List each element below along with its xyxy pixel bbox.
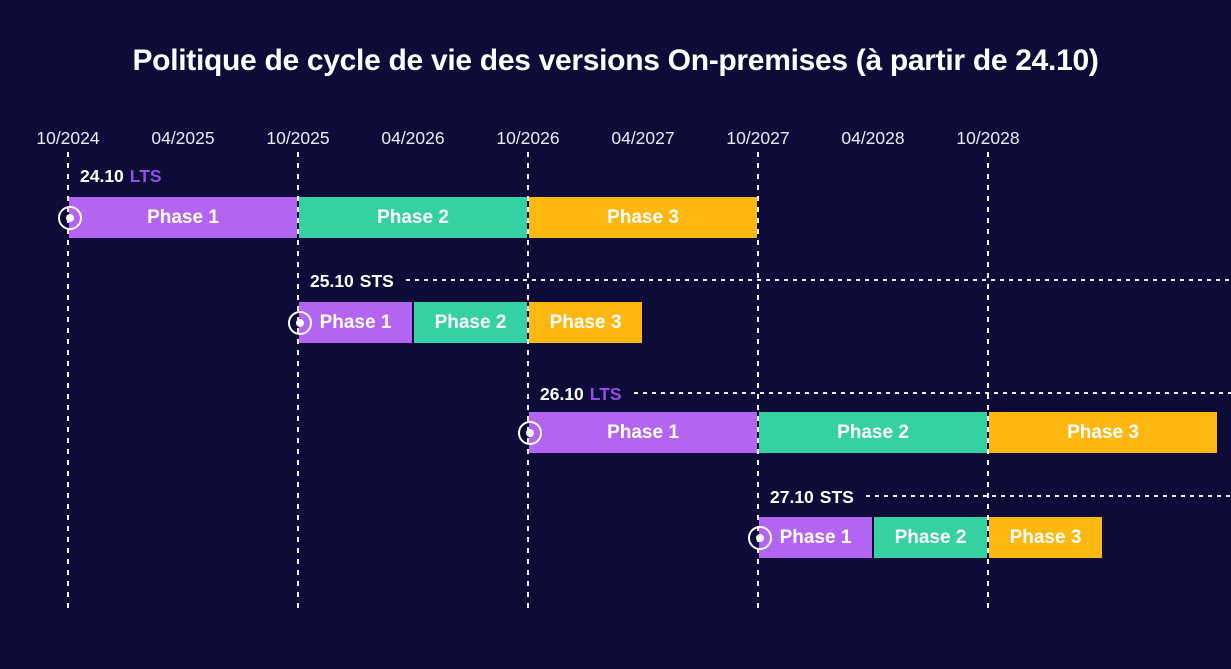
channel-badge: LTS xyxy=(589,384,622,404)
marker-center-dot xyxy=(66,213,74,222)
release-row-label: 27.10 STS xyxy=(770,487,854,508)
phase-bar-phase-1: Phase 1 xyxy=(299,302,412,343)
axis-tick-label: 04/2026 xyxy=(381,128,445,148)
release-row-label: 25.10 STS xyxy=(310,271,394,292)
marker-center-dot xyxy=(296,318,304,327)
phase-label: Phase 2 xyxy=(377,206,449,228)
release-start-marker xyxy=(748,525,772,550)
phase-label: Phase 3 xyxy=(549,311,622,333)
vertical-gridline xyxy=(67,152,69,612)
phase-label: Phase 3 xyxy=(1067,421,1139,443)
phase-label: Phase 3 xyxy=(1009,526,1082,548)
release-row-label: 24.10 LTS xyxy=(80,166,162,187)
channel-badge: STS xyxy=(359,271,394,291)
row-continuation-dashed-line xyxy=(866,495,1231,497)
phase-label: Phase 1 xyxy=(607,421,679,443)
channel-badge: LTS xyxy=(129,166,162,186)
phase-label: Phase 2 xyxy=(894,526,967,548)
phase-bar-phase-3: Phase 3 xyxy=(989,412,1217,453)
axis-tick-label: 10/2025 xyxy=(266,128,330,148)
version-number: 24.10 xyxy=(80,166,124,186)
phase-label: Phase 2 xyxy=(434,311,507,333)
axis-tick-label: 10/2028 xyxy=(956,128,1020,148)
phase-label: Phase 2 xyxy=(837,421,909,443)
axis-tick-label: 10/2026 xyxy=(496,128,560,148)
phase-label: Phase 1 xyxy=(147,206,219,228)
vertical-gridline xyxy=(527,152,529,612)
release-row-label: 26.10 LTS xyxy=(540,384,622,405)
phase-bar-phase-1: Phase 1 xyxy=(759,517,872,558)
channel-badge: STS xyxy=(819,487,854,507)
phase-bar-phase-3: Phase 3 xyxy=(529,197,757,238)
phase-bar-phase-2: Phase 2 xyxy=(299,197,527,238)
row-continuation-dashed-line xyxy=(634,392,1231,394)
phase-label: Phase 1 xyxy=(319,311,392,333)
phase-bar-phase-3: Phase 3 xyxy=(989,517,1102,558)
vertical-gridline xyxy=(987,152,989,612)
version-number: 25.10 xyxy=(310,271,354,291)
phase-bar-phase-1: Phase 1 xyxy=(69,197,297,238)
phase-bar-phase-1: Phase 1 xyxy=(529,412,757,453)
phase-bar-phase-2: Phase 2 xyxy=(874,517,987,558)
axis-tick-label: 04/2028 xyxy=(841,128,905,148)
phase-label: Phase 3 xyxy=(607,206,679,228)
release-start-marker xyxy=(58,205,82,230)
version-number: 27.10 xyxy=(770,487,814,507)
marker-center-dot xyxy=(526,428,534,437)
axis-tick-label: 10/2024 xyxy=(36,128,100,148)
release-start-marker xyxy=(288,310,312,335)
phase-label: Phase 1 xyxy=(779,526,852,548)
phase-bar-phase-3: Phase 3 xyxy=(529,302,642,343)
axis-tick-label: 04/2025 xyxy=(151,128,215,148)
row-continuation-dashed-line xyxy=(406,279,1231,281)
version-number: 26.10 xyxy=(540,384,584,404)
phase-bar-phase-2: Phase 2 xyxy=(759,412,987,453)
chart-title: Politique de cycle de vie des versions O… xyxy=(132,44,1099,77)
vertical-gridline xyxy=(297,152,299,612)
release-start-marker xyxy=(518,420,542,445)
axis-tick-label: 10/2027 xyxy=(726,128,790,148)
axis-tick-label: 04/2027 xyxy=(611,128,675,148)
phase-bar-phase-2: Phase 2 xyxy=(414,302,527,343)
vertical-gridline xyxy=(757,152,759,612)
marker-center-dot xyxy=(756,533,764,542)
